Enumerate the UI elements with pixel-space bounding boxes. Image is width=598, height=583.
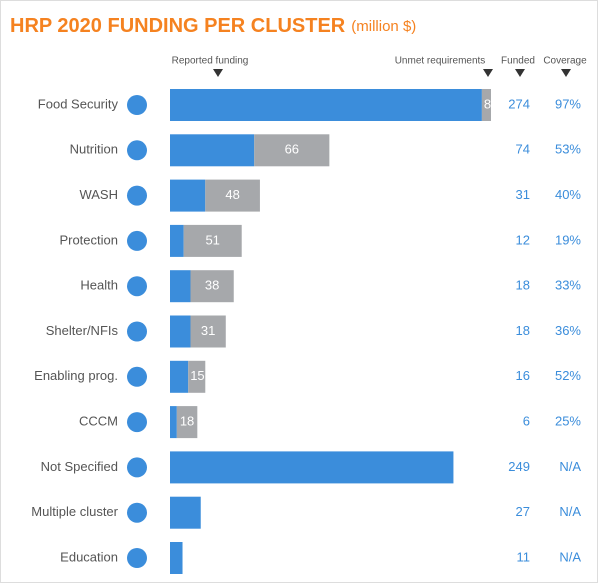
column-header: Unmet requirements: [395, 56, 486, 67]
bar: [170, 496, 201, 529]
funded-label: 12: [516, 232, 530, 247]
funded-label: 11: [517, 549, 531, 564]
bar: [254, 134, 330, 167]
cluster-icon: [127, 548, 147, 568]
funded-label: 16: [516, 368, 530, 383]
header-arrow: [483, 69, 493, 77]
bar: [170, 224, 184, 257]
coverage-label: N/A: [559, 504, 581, 519]
category-label: Multiple cluster: [31, 504, 118, 519]
unmet-label: 8: [484, 96, 491, 111]
bar: [170, 270, 191, 303]
unmet-label: 38: [205, 278, 219, 293]
category-label: CCCM: [79, 414, 118, 429]
unmet-label: 15: [190, 368, 204, 383]
funded-label: 274: [508, 96, 530, 111]
column-header: Funded: [501, 56, 535, 67]
bar: [170, 134, 255, 167]
unmet-label: 48: [225, 187, 239, 202]
bar: [188, 360, 206, 393]
funded-label: 18: [516, 323, 530, 338]
cluster-icon: [127, 230, 147, 251]
cluster-icon: [127, 321, 147, 342]
title: HRP 2020 FUNDING PER CLUSTER: [10, 15, 346, 37]
bar: [170, 360, 189, 393]
bar: [170, 451, 454, 484]
coverage-label: 33%: [555, 278, 581, 293]
bar: [170, 179, 206, 212]
cluster-icon: [127, 140, 147, 161]
category-label: Protection: [59, 232, 118, 247]
bar: [183, 224, 242, 257]
unmet-label: 51: [205, 232, 219, 247]
category-label: Education: [60, 549, 118, 564]
cluster-icon: [127, 366, 147, 387]
bar: [170, 406, 177, 439]
header-arrow: [515, 69, 525, 77]
unmet-label: 18: [180, 414, 194, 429]
chart-title: HRP 2020 FUNDING PER CLUSTER (million $): [10, 15, 416, 37]
coverage-label: N/A: [559, 459, 581, 474]
bar: [176, 406, 198, 439]
bar: [205, 179, 260, 212]
coverage-label: 53%: [555, 142, 581, 157]
funded-label: 74: [516, 142, 530, 157]
coverage-label: 36%: [555, 323, 581, 338]
bar: [481, 89, 491, 121]
category-label: Food Security: [38, 96, 119, 111]
category-label: Not Specified: [41, 459, 118, 474]
coverage-label: 52%: [555, 368, 581, 383]
cluster-icon: [127, 502, 147, 523]
bar: [170, 89, 482, 121]
column-header: Reported funding: [172, 56, 249, 67]
coverage-label: 40%: [555, 187, 581, 202]
column-header: Coverage: [543, 56, 587, 67]
funded-label: 31: [516, 187, 530, 202]
funded-label: 249: [508, 459, 530, 474]
cluster-icon: [127, 95, 147, 115]
header-arrow: [213, 69, 223, 77]
unmet-label: 66: [285, 142, 299, 157]
funded-label: 6: [523, 414, 530, 429]
cluster-icon: [127, 457, 147, 478]
cluster-icon: [127, 412, 147, 433]
cluster-icon: [127, 276, 147, 297]
bar: [170, 315, 191, 348]
bar: [190, 270, 234, 303]
coverage-label: 25%: [555, 414, 581, 429]
header-arrow: [561, 69, 571, 77]
subtitle: (million $): [351, 18, 416, 35]
category-label: Health: [80, 278, 118, 293]
funded-label: 18: [516, 278, 530, 293]
bar: [190, 315, 226, 348]
bar: [170, 542, 183, 574]
funded-label: 27: [516, 504, 530, 519]
coverage-label: 97%: [555, 96, 581, 111]
category-label: Nutrition: [70, 142, 118, 157]
category-label: Enabling prog.: [34, 368, 118, 383]
category-label: Shelter/NFIs: [46, 323, 119, 338]
unmet-label: 31: [201, 323, 215, 338]
cluster-icon: [127, 185, 147, 206]
coverage-label: N/A: [559, 549, 581, 564]
category-label: WASH: [79, 187, 118, 202]
coverage-label: 19%: [555, 232, 581, 247]
